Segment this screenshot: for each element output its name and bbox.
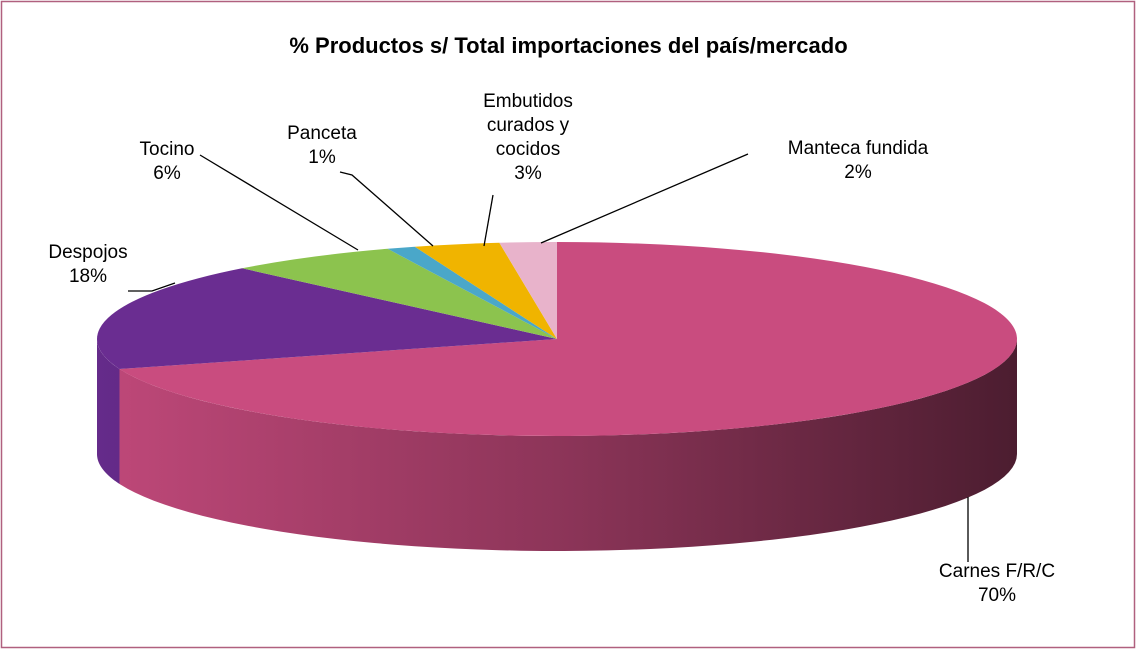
- value-label: 2%: [844, 162, 872, 183]
- slice-side: [119, 339, 1018, 551]
- slice: [499, 242, 557, 339]
- category-label: Embutidos curados y cocidos: [483, 91, 573, 160]
- data-label: Embutidos curados y cocidos 3%: [453, 90, 603, 186]
- slice-side: [97, 339, 120, 484]
- value-label: 6%: [153, 163, 181, 184]
- value-label: 3%: [514, 163, 542, 184]
- slice: [119, 242, 1018, 436]
- value-label: 18%: [68, 266, 108, 287]
- data-label: Carnes F/R/C 70%: [897, 560, 1097, 608]
- slice: [414, 242, 557, 339]
- leader-line: [128, 282, 176, 292]
- slice: [96, 268, 557, 369]
- leader-line: [199, 154, 359, 251]
- data-label: Despojos 18%: [13, 241, 163, 289]
- value-label: 1%: [308, 147, 336, 168]
- leader-line: [483, 194, 494, 247]
- chart-title: % Productos s/ Total importaciones del p…: [289, 33, 848, 58]
- category-label: Manteca fundida: [787, 138, 929, 159]
- category-label: Despojos: [48, 242, 128, 263]
- pie-tops: [96, 242, 1018, 436]
- leader-line: [540, 153, 749, 244]
- leader-line: [339, 171, 434, 247]
- pie-sides: [97, 339, 1018, 551]
- category-label: Tocino: [139, 139, 195, 160]
- data-label: Tocino 6%: [92, 138, 242, 186]
- slice: [387, 246, 557, 339]
- data-label: Panceta 1%: [247, 122, 397, 170]
- value-label: 70%: [977, 585, 1017, 606]
- category-label: Carnes F/R/C: [938, 561, 1056, 582]
- data-label: Manteca fundida 2%: [748, 137, 968, 185]
- slice: [242, 248, 557, 339]
- category-label: Panceta: [287, 123, 357, 144]
